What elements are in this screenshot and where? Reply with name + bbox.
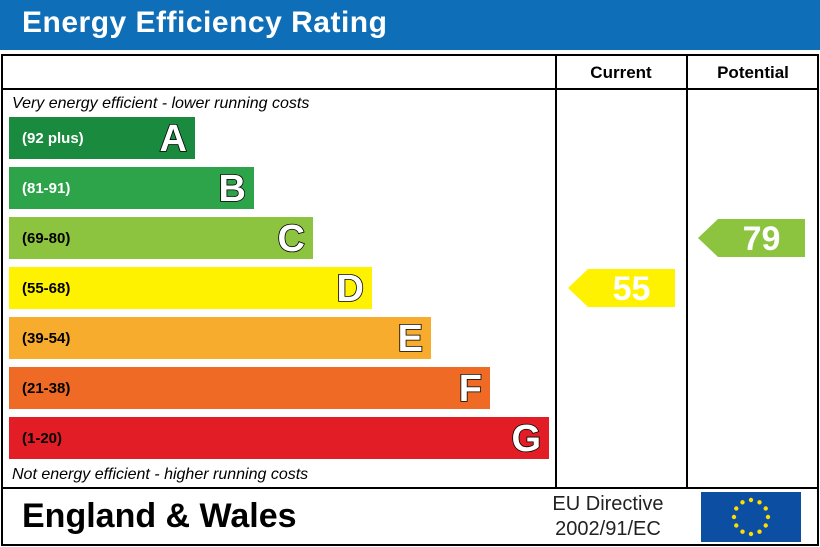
- band-bar-b: [9, 167, 254, 209]
- column-header-current: Current: [590, 63, 652, 82]
- eu-flag-star: [734, 523, 739, 528]
- band-bar-d: [9, 267, 372, 309]
- eu-flag-star: [763, 506, 768, 511]
- eu-flag-star: [757, 529, 762, 534]
- band-letter-f: F: [459, 368, 482, 410]
- eu-flag-star: [757, 500, 762, 505]
- rating-value-current: 55: [613, 270, 651, 308]
- footer-region: England & Wales: [22, 497, 297, 535]
- eu-flag-star: [765, 514, 771, 520]
- rating-bands: (92 plus) A (81-91) B (69-80) C (55-68) D (39-54…: [9, 117, 549, 461]
- rating-markers: 55 79: [568, 219, 805, 308]
- band-bar-e: [9, 317, 431, 359]
- caption-bottom: Not energy efficient - higher running co…: [12, 466, 308, 483]
- footer-directive-line1: EU Directive: [552, 493, 663, 515]
- chart-frame: [1, 54, 819, 546]
- band-bar-g: [9, 417, 549, 459]
- band-a: (92 plus) A: [9, 117, 195, 161]
- rating-potential: 79: [698, 219, 805, 258]
- band-range-c: (69-80): [22, 230, 70, 247]
- eu-flag-star: [734, 506, 739, 511]
- chart-header: Energy Efficiency Rating: [0, 0, 820, 50]
- band-range-b: (81-91): [22, 180, 70, 197]
- eu-flag-star: [740, 500, 745, 505]
- band-e: (39-54) E: [9, 317, 431, 361]
- band-d: (55-68) D: [9, 267, 372, 311]
- band-range-a: (92 plus): [22, 130, 84, 147]
- eu-flag-star: [748, 497, 754, 503]
- rating-value-potential: 79: [743, 220, 781, 258]
- rating-current: 55: [568, 269, 675, 308]
- band-range-f: (21-38): [22, 380, 70, 397]
- eu-flag-star: [763, 523, 768, 528]
- band-bar-c: [9, 217, 313, 259]
- eu-flag-star: [748, 531, 754, 537]
- caption-top: Very energy efficient - lower running co…: [12, 95, 309, 112]
- band-letter-e: E: [398, 318, 423, 360]
- footer-directive-line2: 2002/91/EC: [555, 518, 661, 540]
- band-b: (81-91) B: [9, 167, 254, 211]
- chart-title: Energy Efficiency Rating: [22, 6, 388, 39]
- band-range-e: (39-54): [22, 330, 70, 347]
- band-letter-a: A: [160, 118, 187, 160]
- column-header-potential: Potential: [717, 63, 789, 82]
- band-range-g: (1-20): [22, 430, 62, 447]
- eu-flag-icon: [701, 492, 801, 542]
- eu-flag-star: [731, 514, 737, 520]
- band-bar-f: [9, 367, 490, 409]
- band-letter-c: C: [278, 218, 305, 260]
- band-g: (1-20) G: [9, 417, 549, 461]
- band-letter-g: G: [511, 418, 541, 460]
- rating-arrow-potential: [698, 219, 805, 257]
- rating-arrow-current: [568, 269, 675, 307]
- band-letter-b: B: [219, 168, 246, 210]
- eu-flag-star: [740, 529, 745, 534]
- band-c: (69-80) C: [9, 217, 313, 261]
- band-bar-a: [9, 117, 195, 159]
- band-letter-d: D: [337, 268, 364, 310]
- band-f: (21-38) F: [9, 367, 490, 411]
- band-range-d: (55-68): [22, 280, 70, 297]
